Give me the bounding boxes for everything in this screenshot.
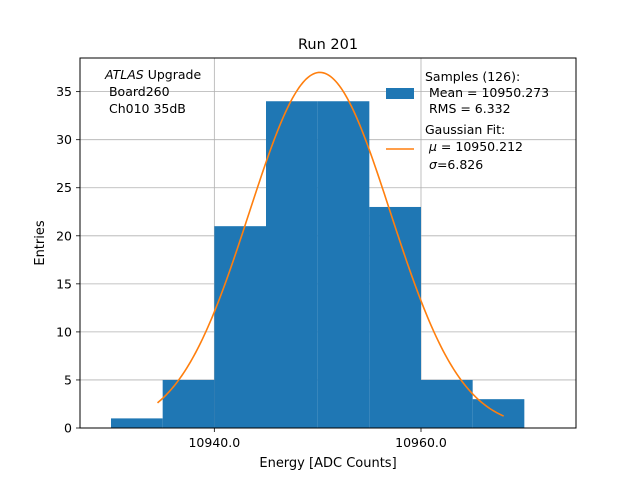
annotation-line-3: Ch010 35dB (105, 101, 186, 116)
histogram-bar-1 (162, 379, 215, 428)
gaussian-fit-curve (156, 71, 505, 417)
histogram-bar-2 (214, 226, 266, 428)
y-tick-label-1: 5 (64, 372, 72, 387)
sigma-value: =6.826 (437, 157, 483, 172)
legend-samples-line-1: Samples (126): (425, 69, 520, 84)
histogram-bar-3 (266, 101, 318, 428)
y-tick-label-0: 0 (64, 421, 72, 436)
legend-samples-swatch (386, 88, 414, 99)
y-tick-label-5: 25 (56, 180, 72, 195)
annotation-line-2: Board260 (105, 84, 170, 99)
annotation-upgrade: Upgrade (144, 67, 202, 82)
legend: Samples (126): Mean = 10950.273 RMS = 6.… (386, 69, 549, 172)
mu-symbol: μ (428, 139, 437, 154)
atlas-annotation: ATLAS Upgrade Board260 Ch010 35dB (104, 67, 201, 116)
gaussian-fit (156, 71, 505, 417)
y-tick-label-4: 20 (56, 228, 72, 243)
legend-samples-line-2: Mean = 10950.273 (425, 85, 549, 100)
y-tick-label-7: 35 (56, 84, 72, 99)
legend-fit-sigma: σ=6.826 (429, 157, 483, 172)
sigma-symbol: σ (429, 157, 438, 172)
mu-value: = 10950.212 (437, 139, 523, 154)
x-axis-label: Energy [ADC Counts] (259, 456, 396, 471)
y-tick-label-6: 30 (56, 132, 72, 147)
legend-fit-mu: μ = 10950.212 (428, 139, 523, 154)
y-axis-label: Entries (33, 220, 48, 266)
histogram-bar-5 (369, 206, 421, 428)
annotation-atlas: ATLAS (104, 67, 144, 82)
legend-fit-line-1: Gaussian Fit: (425, 122, 505, 137)
annotation-line-1: ATLAS Upgrade (104, 67, 201, 82)
x-tick-label-0: 10940.0 (188, 435, 240, 450)
y-tick-label-2: 10 (56, 324, 72, 339)
histogram-bar-6 (421, 379, 473, 428)
legend-samples-line-3: RMS = 6.332 (425, 101, 511, 116)
plot-frame (79, 57, 577, 429)
histogram-bar-0 (111, 418, 163, 428)
histogram-bars (111, 101, 525, 428)
x-tick-label-1: 10960.0 (395, 435, 447, 450)
chart-title: Run 201 (298, 37, 358, 53)
histogram-bar-4 (317, 101, 370, 428)
axis-ticks: 10940.0 10960.0 0 5 10 15 20 25 30 35 (56, 84, 447, 450)
y-tick-label-3: 15 (56, 276, 72, 291)
